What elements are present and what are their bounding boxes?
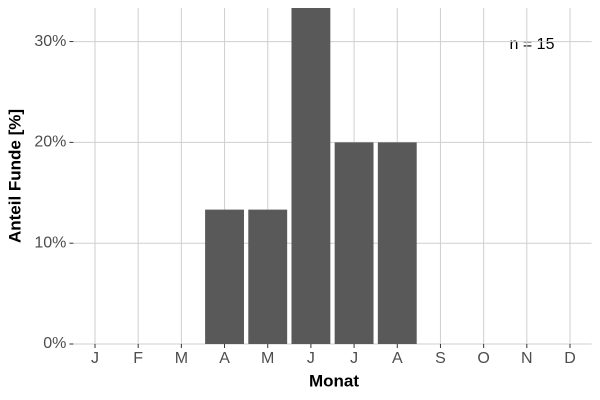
x-tick-label: A [392,350,403,367]
x-tick-label: J [307,350,315,367]
annotation: n = 15 [510,36,555,53]
x-tick-label: J [350,350,358,367]
y-tick-label: 20% [34,134,66,151]
y-tick-label: 0% [43,335,66,352]
x-tick-label: S [435,350,446,367]
bar [377,142,417,344]
x-tick-label: D [564,350,576,367]
y-axis-label: Anteil Funde [%] [5,109,24,243]
bar [291,8,331,344]
y-tick-label: 30% [34,33,66,50]
x-tick-label: A [219,350,230,367]
x-tick-label: N [521,350,533,367]
bar [205,209,244,344]
x-tick-label: J [91,350,99,367]
x-tick-label: O [477,350,489,367]
bar [248,209,288,344]
x-tick-label: M [261,350,274,367]
x-tick-label: M [175,350,188,367]
x-tick-label: F [133,350,143,367]
bar [334,142,374,344]
y-tick-label: 10% [34,234,66,251]
x-axis-label: Monat [309,371,359,390]
